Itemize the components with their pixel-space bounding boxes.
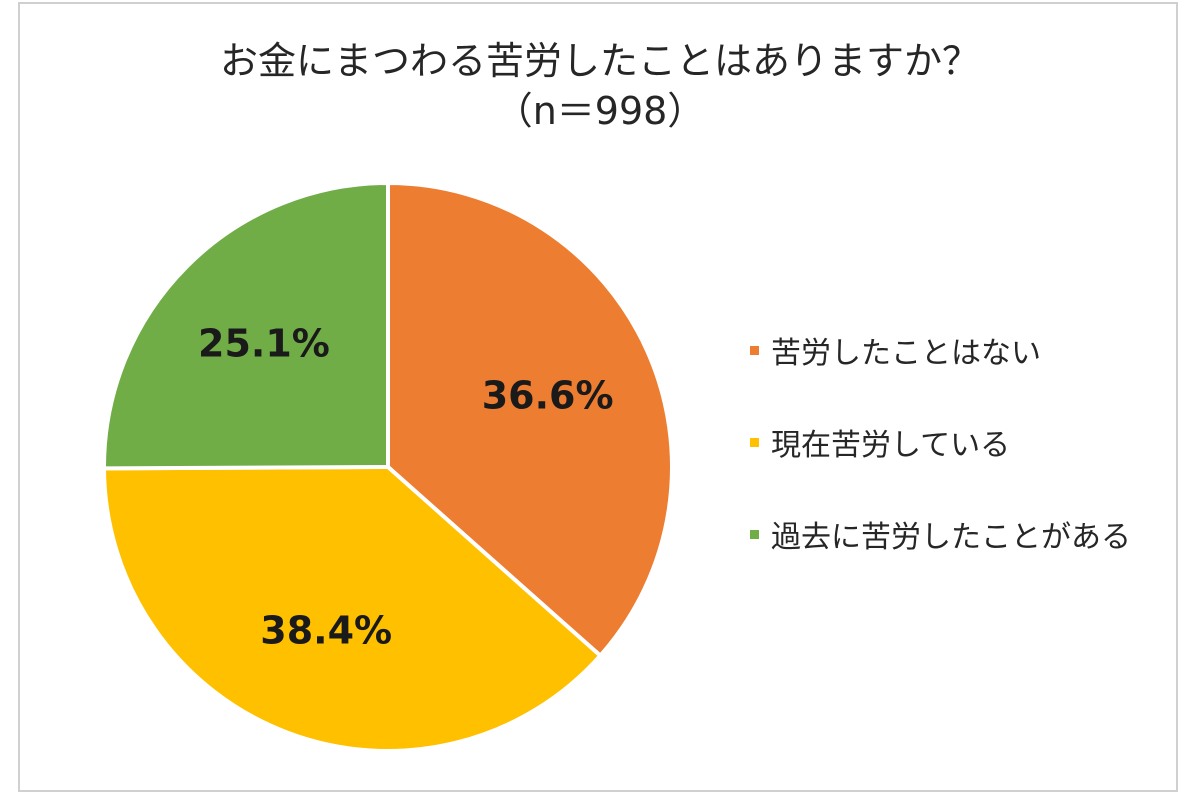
legend-swatch bbox=[750, 437, 759, 447]
pie-slice bbox=[102, 181, 390, 471]
chart-title-block: お金にまつわる苦労したことはありますか？ （n＝998） bbox=[0, 36, 1200, 136]
slice-data-label: 36.6% bbox=[482, 373, 614, 417]
legend-item-past: 過去に苦労したことがある bbox=[750, 514, 1131, 555]
legend-label: 過去に苦労したことがある bbox=[771, 520, 1131, 555]
pie-slice bbox=[102, 465, 603, 753]
legend-item-currently: 現在苦労している bbox=[750, 422, 1131, 463]
pie-slice bbox=[386, 181, 674, 658]
slice-data-label: 38.4% bbox=[260, 609, 392, 653]
legend-item-never: 苦労したことはない bbox=[750, 330, 1131, 371]
legend-label: 現在苦労している bbox=[771, 428, 1011, 463]
legend-label: 苦労したことはない bbox=[771, 336, 1041, 371]
chart-title: お金にまつわる苦労したことはありますか？ bbox=[219, 39, 980, 83]
legend-swatch bbox=[750, 529, 759, 539]
chart-legend: 苦労したことはない 現在苦労している 過去に苦労したことがある bbox=[750, 330, 1131, 606]
legend-swatch bbox=[750, 345, 759, 355]
chart-subtitle: （n＝998） bbox=[494, 89, 706, 133]
slice-data-label: 25.1% bbox=[198, 322, 330, 366]
